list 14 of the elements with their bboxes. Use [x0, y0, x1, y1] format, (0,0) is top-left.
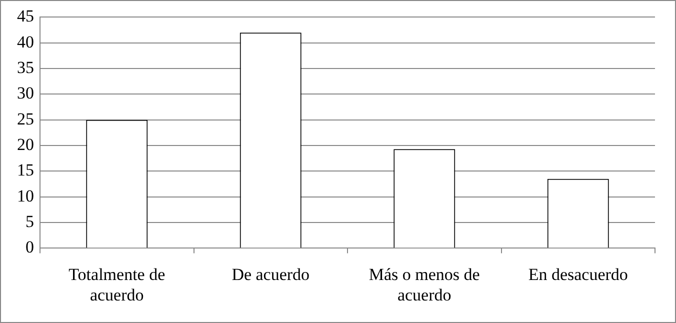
- y-tick-label: 20: [17, 135, 34, 154]
- y-tick-label: 40: [17, 32, 34, 52]
- y-tick-label: 30: [17, 84, 34, 103]
- y-tick-label: 5: [26, 212, 34, 231]
- y-tick-label: 45: [17, 6, 34, 26]
- y-tick-label: 0: [26, 238, 34, 257]
- y-tick-label: 35: [17, 58, 34, 77]
- y-tick-label: 15: [17, 160, 34, 180]
- x-tick-label: De acuerdo: [232, 264, 310, 284]
- x-tick-label: Más o menos de acuerdo: [368, 264, 480, 304]
- y-tick-label: 10: [17, 186, 34, 206]
- y-tick-label: 25: [17, 109, 34, 128]
- x-tick-label: En desacuerdo: [528, 264, 628, 284]
- x-tick-label: Totalmente de acuerdo: [68, 264, 166, 304]
